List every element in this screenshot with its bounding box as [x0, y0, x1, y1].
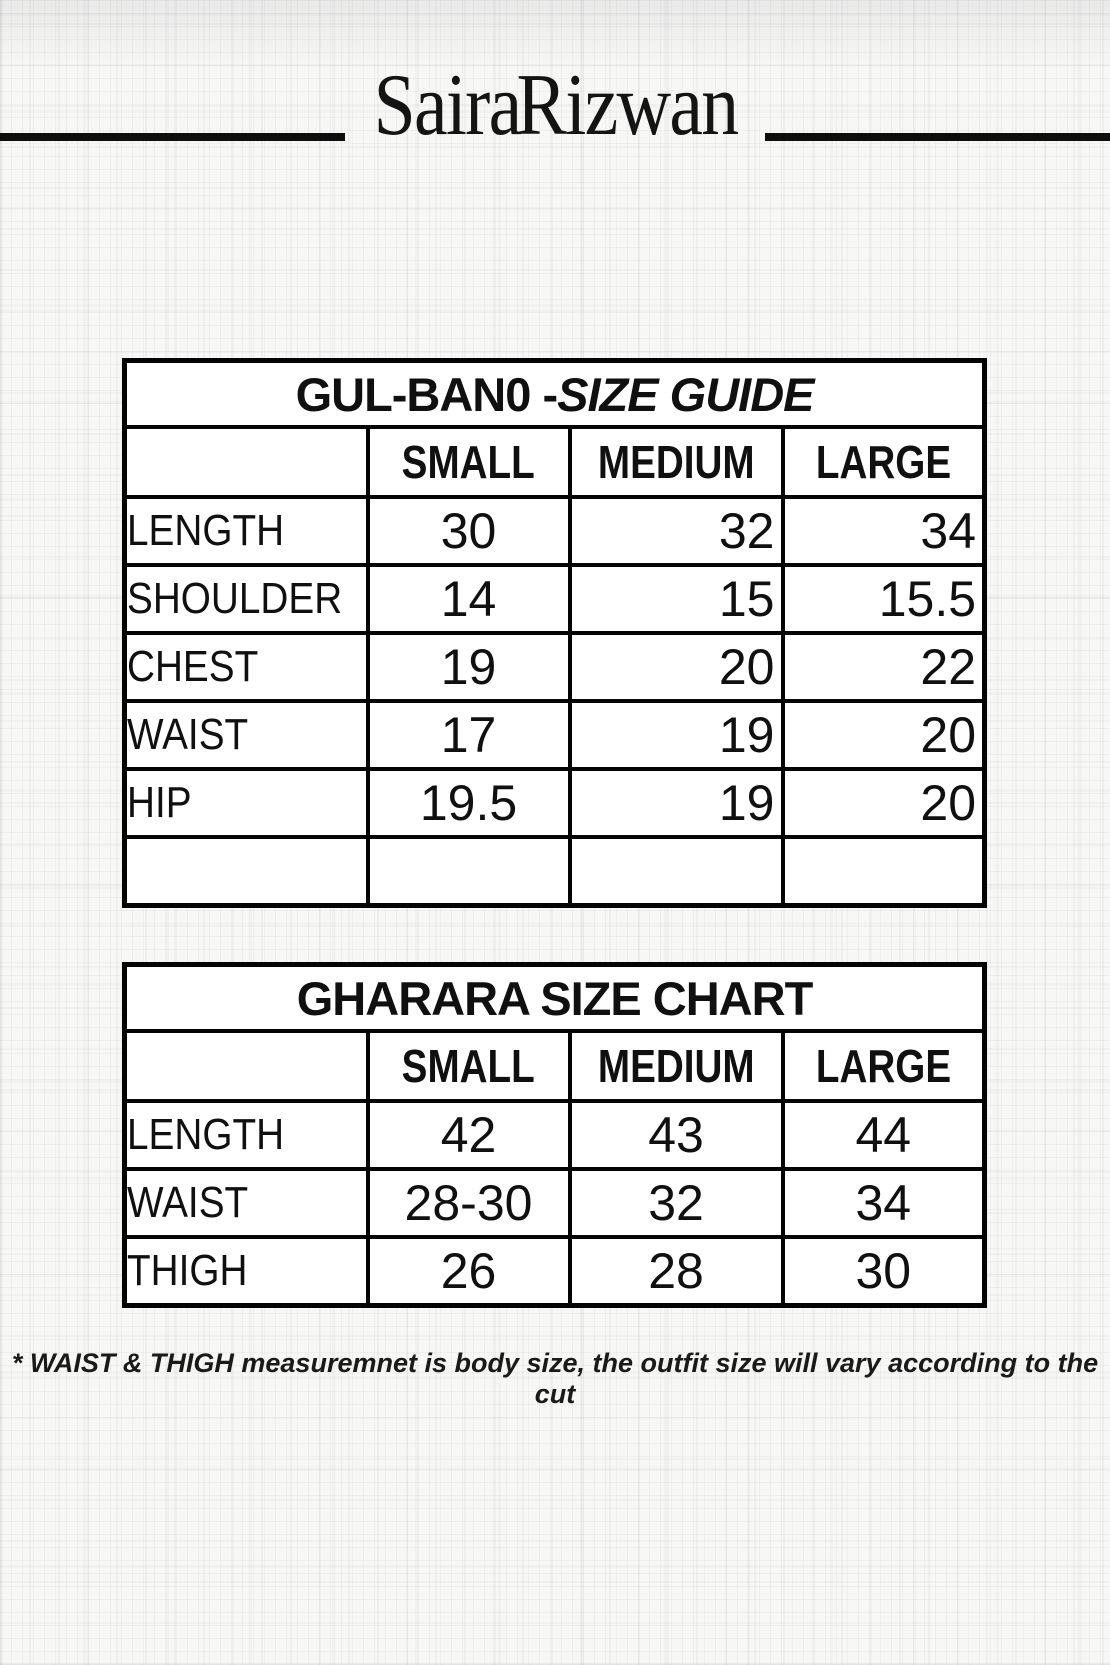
size-guide-table: GUL-BAN0 -SIZE GUIDE SMALL MEDIUM LARGE …: [122, 358, 988, 908]
cell-value: 42: [365, 1099, 572, 1171]
brand-logo-text: Saira Rizwan: [373, 57, 739, 154]
cell-value: 20: [780, 767, 987, 839]
gharara-size-table: GHARARA SIZE CHART SMALL MEDIUM LARGE LE…: [122, 962, 988, 1308]
cell-value: [567, 835, 785, 907]
column-header-medium: MEDIUM: [567, 425, 785, 499]
row-label: LENGTH: [122, 495, 370, 567]
column-header-small: SMALL: [365, 1029, 572, 1103]
cell-value: 15: [567, 563, 785, 635]
cell-value: 30: [365, 495, 572, 567]
table-row: LENGTH 30 32 34: [122, 495, 987, 567]
table-row: LENGTH 42 43 44: [122, 1099, 987, 1171]
table-row: HIP 19.5 19 20: [122, 767, 987, 839]
column-header-large: LARGE: [780, 425, 987, 499]
row-label: LENGTH: [122, 1099, 370, 1171]
cell-value: 17: [365, 699, 572, 771]
brand-logo: Saira Rizwan: [0, 62, 1110, 150]
cell-value: 43: [567, 1099, 785, 1171]
table-title: GHARARA SIZE CHART: [122, 962, 987, 1033]
table-title-bold: GUL-BAN0 -: [295, 367, 559, 421]
footnote: * WAIST & THIGH measuremnet is body size…: [11, 1348, 1099, 1409]
row-label: [122, 835, 370, 907]
row-label: HIP: [122, 767, 370, 839]
cell-value: 20: [567, 631, 785, 703]
table-row: CHEST 19 20 22: [122, 631, 987, 703]
cell-value: 32: [567, 495, 785, 567]
column-header-small: SMALL: [365, 425, 572, 499]
cell-value: 14: [365, 563, 572, 635]
cell-value: 20: [780, 699, 987, 771]
table-title-bold: GHARARA SIZE CHART: [296, 971, 814, 1025]
row-label: CHEST: [122, 631, 370, 703]
cell-value: [365, 835, 572, 907]
cell-value: 19: [567, 767, 785, 839]
table-row: SHOULDER 14 15 15.5: [122, 563, 987, 635]
cell-value: 28: [567, 1235, 785, 1307]
row-label: THIGH: [122, 1235, 370, 1307]
table-header-row: SMALL MEDIUM LARGE: [122, 1029, 987, 1103]
table-row: THIGH 26 28 30: [122, 1235, 987, 1307]
cell-value: 34: [780, 495, 987, 567]
divider-bar-right: [765, 133, 1110, 141]
row-label: WAIST: [122, 699, 370, 771]
table-row: WAIST 28-30 32 34: [122, 1167, 987, 1239]
cell-value: [780, 835, 987, 907]
table-title-row: GHARARA SIZE CHART: [122, 962, 987, 1033]
cell-value: 26: [365, 1235, 572, 1307]
cell-value: 44: [780, 1099, 987, 1171]
cell-value: 34: [780, 1167, 987, 1239]
header-blank-cell: [122, 1029, 370, 1103]
table-row: [122, 835, 987, 907]
table-row: WAIST 17 19 20: [122, 699, 987, 771]
table-title: GUL-BAN0 -SIZE GUIDE: [122, 358, 987, 429]
cell-value: 32: [567, 1167, 785, 1239]
cell-value: 19: [365, 631, 572, 703]
table-title-row: GUL-BAN0 -SIZE GUIDE: [122, 358, 987, 429]
divider-bar-left: [0, 133, 345, 141]
cell-value: 28-30: [365, 1167, 572, 1239]
table-header-row: SMALL MEDIUM LARGE: [122, 425, 987, 499]
header-blank-cell: [122, 425, 370, 499]
row-label: SHOULDER: [122, 563, 370, 635]
cell-value: 30: [780, 1235, 987, 1307]
cell-value: 19.5: [365, 767, 572, 839]
column-header-medium: MEDIUM: [567, 1029, 785, 1103]
column-header-large: LARGE: [780, 1029, 987, 1103]
cell-value: 22: [780, 631, 987, 703]
cell-value: 15.5: [780, 563, 987, 635]
cell-value: 19: [567, 699, 785, 771]
table-title-italic: SIZE GUIDE: [557, 367, 814, 421]
row-label: WAIST: [122, 1167, 370, 1239]
